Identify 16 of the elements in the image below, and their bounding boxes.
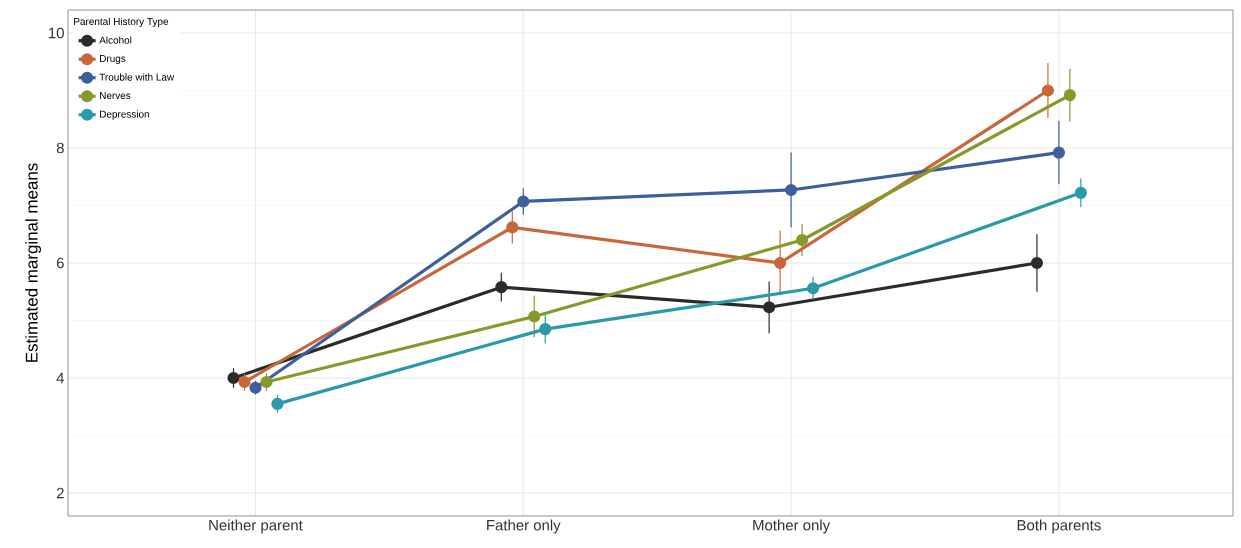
y-tick-label: 2: [56, 487, 64, 499]
legend-label: Drugs: [100, 55, 126, 64]
y-tick-label: 4: [56, 372, 65, 384]
y-tick-label: 10: [49, 27, 64, 39]
legend-label: Nerves: [100, 92, 131, 99]
x-tick-label: Neither parent: [209, 519, 303, 534]
legend-label: Alcohol: [99, 36, 132, 44]
legend-label: Depression: [100, 110, 149, 120]
legend-title: Parental History Type: [74, 17, 169, 27]
x-tick-label: Both parents: [1017, 519, 1101, 534]
y-axis-title: Estimated marginal means: [25, 163, 42, 362]
x-tick-label: Father only: [487, 519, 561, 534]
y-tick-label: 6: [56, 257, 64, 269]
y-tick-label: 8: [56, 142, 64, 154]
legend-label: Trouble with Law: [99, 73, 175, 81]
x-tick-label: Mother only: [753, 519, 831, 534]
